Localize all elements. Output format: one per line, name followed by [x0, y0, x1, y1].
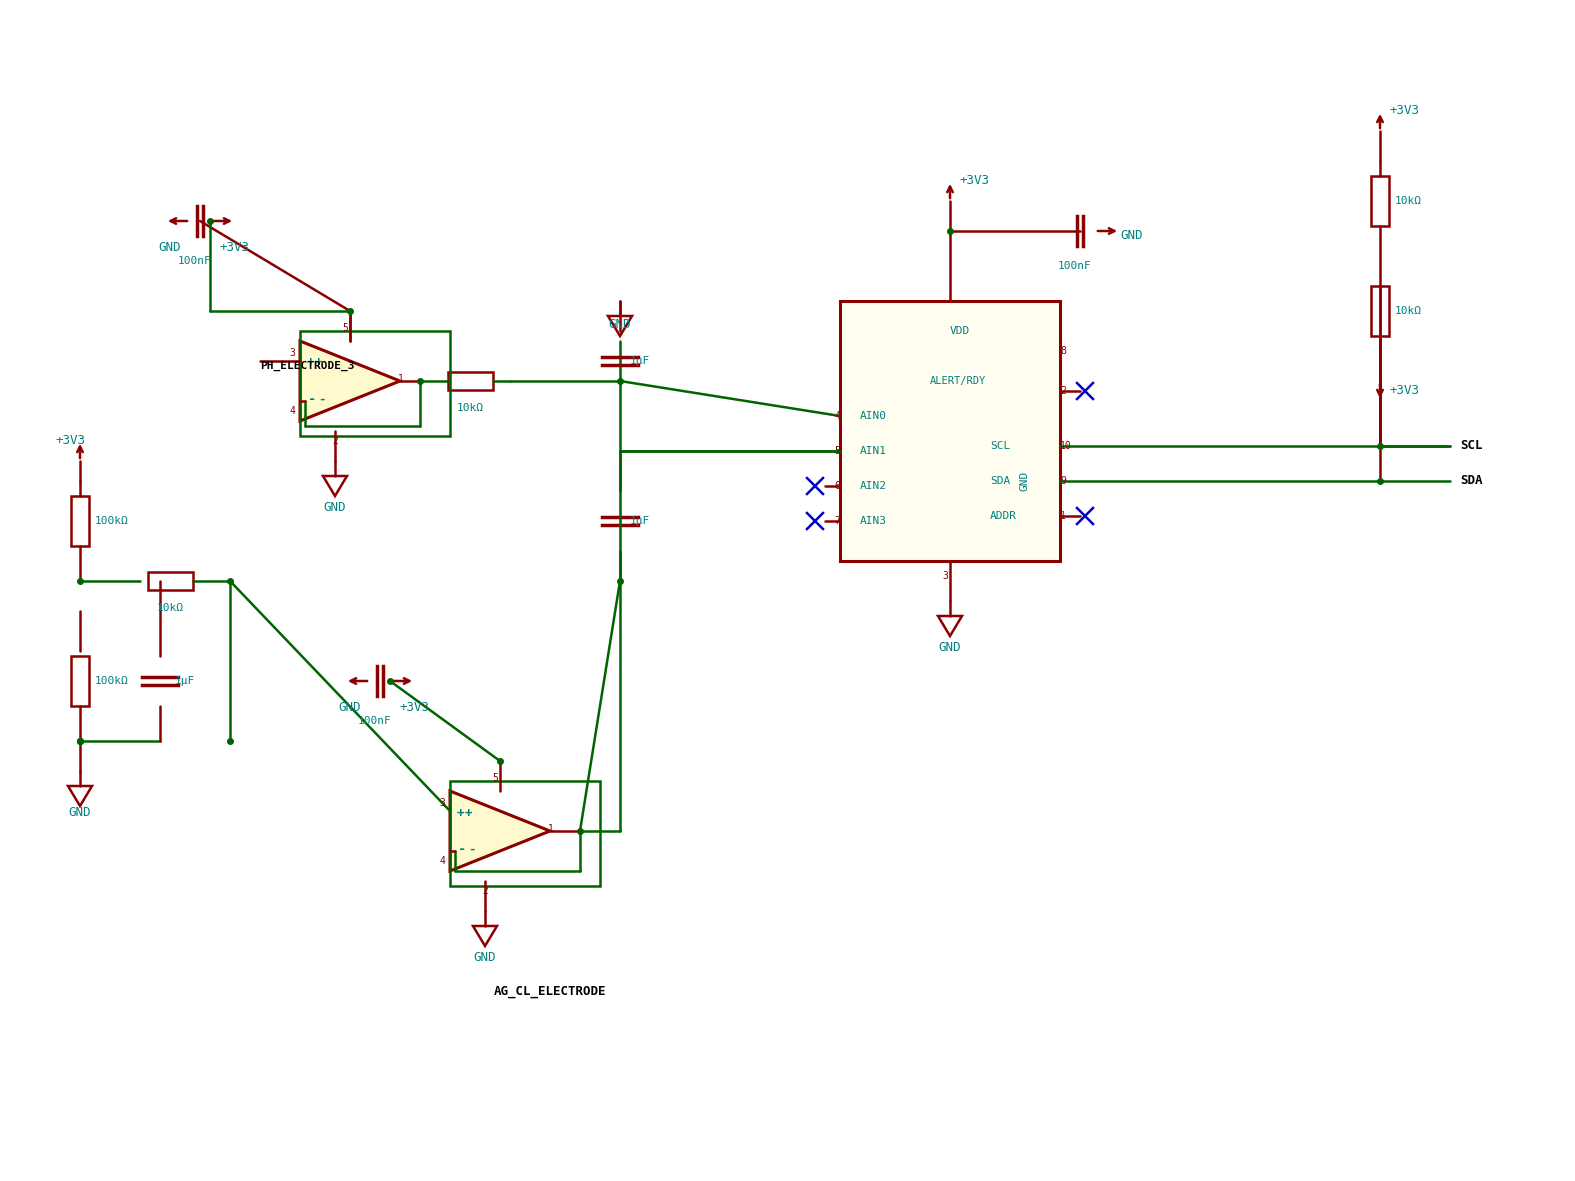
- Text: AIN1: AIN1: [860, 446, 887, 456]
- Text: 9: 9: [1060, 476, 1066, 487]
- Text: AG_CL_ELECTRODE: AG_CL_ELECTRODE: [493, 985, 606, 998]
- Text: GND: GND: [69, 805, 91, 818]
- Text: +: +: [315, 357, 321, 370]
- Text: 1μF: 1μF: [175, 676, 195, 686]
- Bar: [1370, 176, 1389, 226]
- Text: 3: 3: [439, 798, 446, 808]
- Text: 5: 5: [835, 446, 839, 456]
- Text: ALERT/RDY: ALERT/RDY: [929, 376, 986, 386]
- Text: -: -: [318, 392, 326, 405]
- Text: SCL: SCL: [991, 441, 1010, 451]
- Text: AIN3: AIN3: [860, 516, 887, 526]
- Text: +: +: [457, 807, 463, 820]
- Bar: [71, 655, 90, 706]
- Text: GND: GND: [1120, 229, 1142, 242]
- Text: +3V3: +3V3: [961, 175, 991, 188]
- Text: 100kΩ: 100kΩ: [94, 676, 129, 686]
- Text: 2: 2: [332, 436, 339, 446]
- Text: 4: 4: [439, 856, 446, 866]
- Text: 4: 4: [835, 411, 839, 420]
- Text: GND: GND: [939, 641, 961, 654]
- Bar: [839, 301, 1060, 561]
- Polygon shape: [450, 791, 550, 872]
- Text: 5: 5: [342, 322, 348, 333]
- Text: 1μF: 1μF: [630, 355, 650, 366]
- Text: 1: 1: [548, 824, 554, 834]
- Text: 8: 8: [1060, 346, 1066, 355]
- Text: GND: GND: [324, 501, 346, 514]
- Bar: [447, 372, 493, 390]
- Text: 2: 2: [482, 886, 488, 896]
- Text: 100nF: 100nF: [1058, 261, 1091, 270]
- Text: +3V3: +3V3: [1391, 385, 1421, 398]
- Text: 10kΩ: 10kΩ: [457, 403, 484, 413]
- Bar: [71, 496, 90, 546]
- Text: GND: GND: [159, 241, 181, 254]
- Text: 1: 1: [1060, 511, 1066, 521]
- Bar: [1370, 286, 1389, 337]
- Text: 100nF: 100nF: [358, 716, 392, 726]
- Text: 1: 1: [398, 374, 403, 384]
- Text: AIN2: AIN2: [860, 481, 887, 491]
- Text: +: +: [465, 807, 472, 820]
- Text: GND: GND: [1021, 471, 1030, 491]
- Text: +3V3: +3V3: [55, 435, 85, 448]
- Text: 3: 3: [290, 348, 295, 358]
- Bar: [148, 572, 192, 590]
- Text: SCL: SCL: [1460, 439, 1482, 452]
- Text: SDA: SDA: [991, 476, 1010, 487]
- Text: 10kΩ: 10kΩ: [1395, 196, 1422, 205]
- Text: 4: 4: [290, 406, 295, 416]
- Text: VDD: VDD: [950, 326, 970, 337]
- Text: 10kΩ: 10kΩ: [156, 603, 184, 613]
- Text: 100nF: 100nF: [178, 256, 213, 266]
- Text: +3V3: +3V3: [221, 241, 250, 254]
- Polygon shape: [299, 341, 400, 420]
- Text: 100kΩ: 100kΩ: [94, 516, 129, 526]
- Text: GND: GND: [474, 951, 496, 964]
- Text: PH_ELECTRODE_3: PH_ELECTRODE_3: [260, 361, 354, 371]
- Text: 7: 7: [835, 516, 839, 526]
- Text: 3: 3: [942, 570, 948, 581]
- Text: 2: 2: [1060, 386, 1066, 396]
- Text: AIN0: AIN0: [860, 411, 887, 420]
- Text: 5: 5: [491, 774, 498, 783]
- Text: +3V3: +3V3: [400, 702, 430, 715]
- Bar: [299, 331, 450, 436]
- Text: -: -: [468, 842, 476, 855]
- Text: 1μF: 1μF: [630, 516, 650, 526]
- Text: +3V3: +3V3: [1391, 104, 1421, 117]
- Text: ADDR: ADDR: [991, 511, 1017, 521]
- Text: 10kΩ: 10kΩ: [1395, 306, 1422, 317]
- Text: GND: GND: [339, 702, 361, 715]
- Text: SDA: SDA: [1460, 475, 1482, 488]
- Text: GND: GND: [610, 318, 632, 331]
- Text: +: +: [306, 357, 313, 370]
- Text: -: -: [307, 392, 317, 406]
- Text: 6: 6: [835, 481, 839, 491]
- Bar: [450, 781, 600, 886]
- Text: 10: 10: [1060, 441, 1071, 451]
- Text: -: -: [458, 842, 466, 856]
